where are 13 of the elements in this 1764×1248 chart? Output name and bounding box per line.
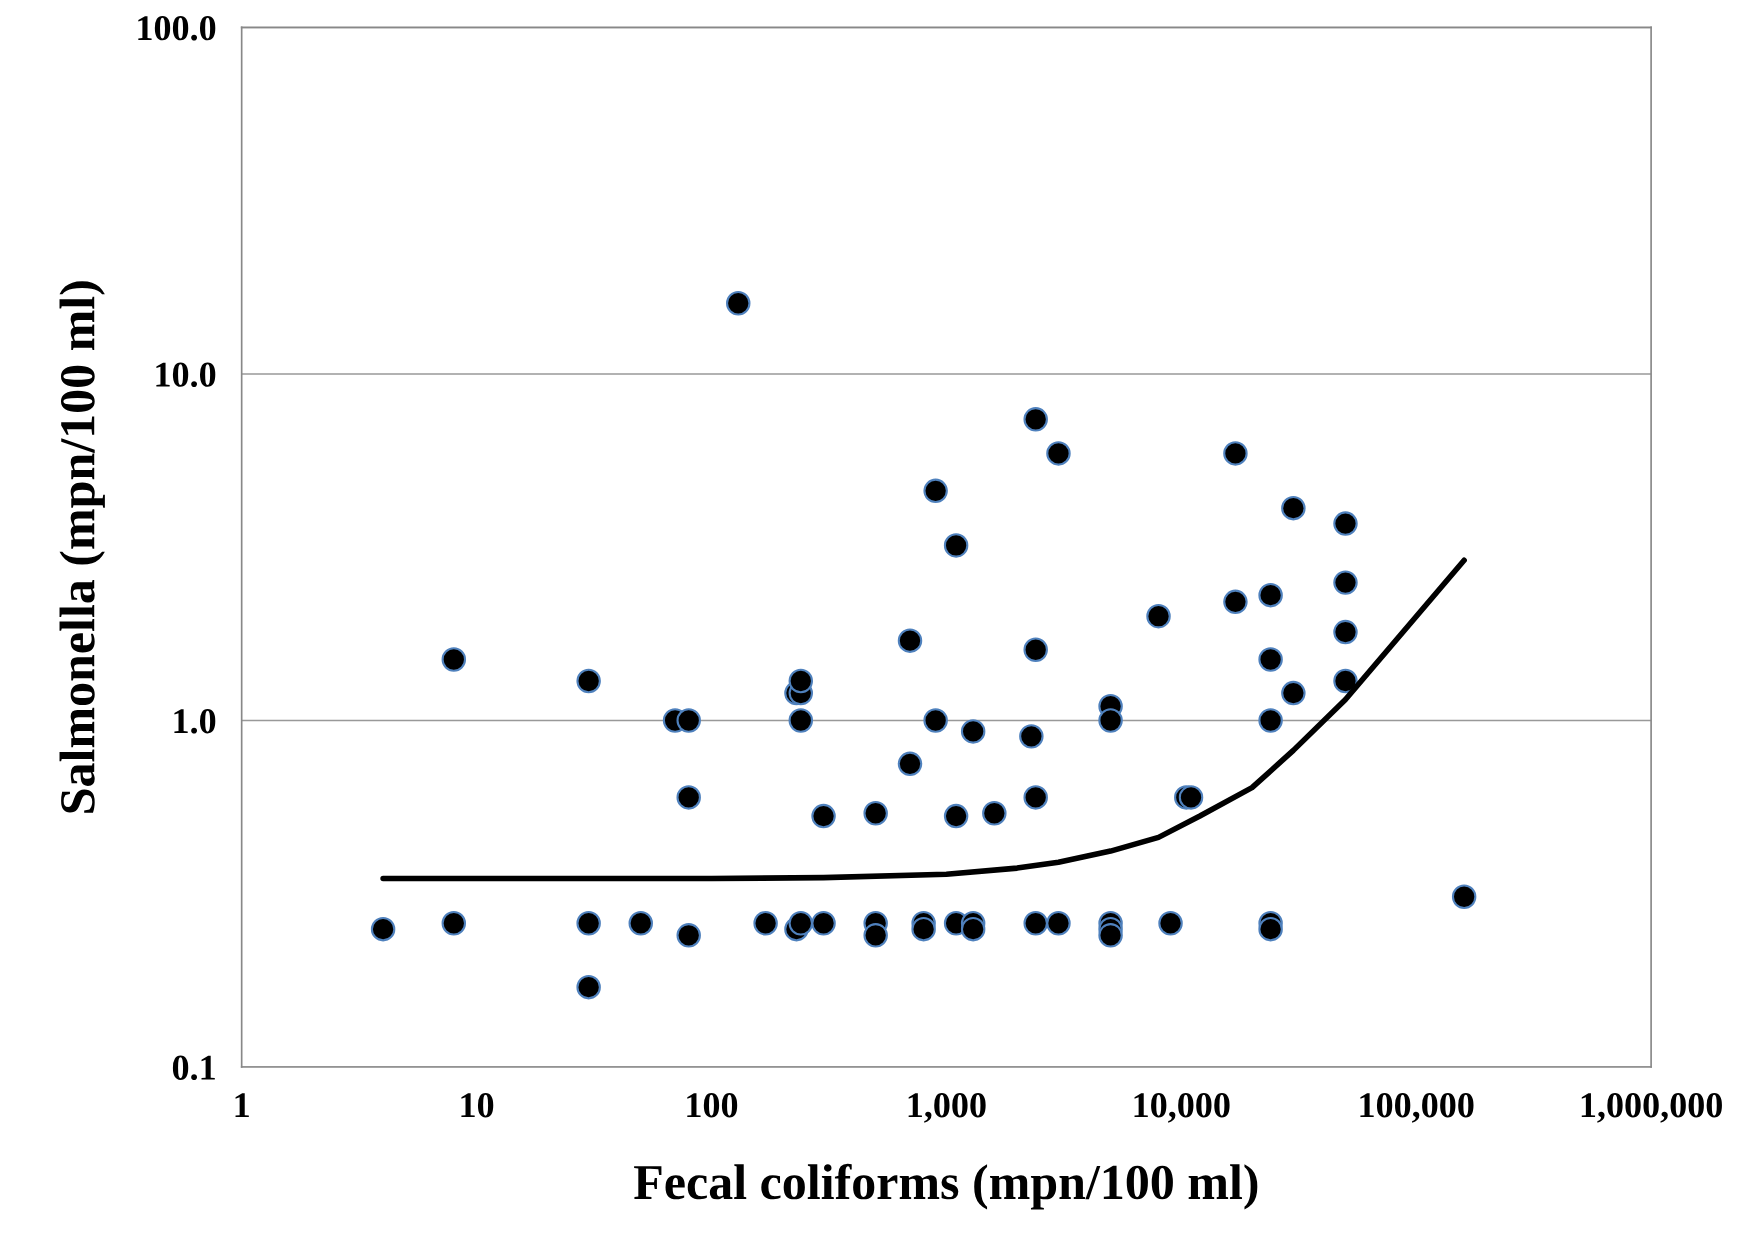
- x-tick-label: 10,000: [1134, 1093, 1230, 1123]
- x-axis-title: Fecal coliforms (mpn/100 ml): [634, 1163, 1258, 1210]
- x-tick-label: 100: [687, 1093, 738, 1118]
- y-tick-label: 0.1: [172, 1055, 215, 1081]
- x-tick-label: 1: [235, 1093, 249, 1118]
- y-tick-label: 1.0: [174, 709, 216, 734]
- y-tick-label: 10.0: [156, 362, 216, 388]
- x-tick-label: 10: [461, 1093, 494, 1118]
- y-tick-label: 100.0: [138, 15, 216, 41]
- y-axis-title: Salmonella (mpn/100 ml): [59, 281, 105, 813]
- x-tick-label: 1,000: [908, 1093, 986, 1123]
- x-tick-label: 1,000,000: [1581, 1093, 1722, 1123]
- x-tick-label: 100,000: [1360, 1093, 1474, 1123]
